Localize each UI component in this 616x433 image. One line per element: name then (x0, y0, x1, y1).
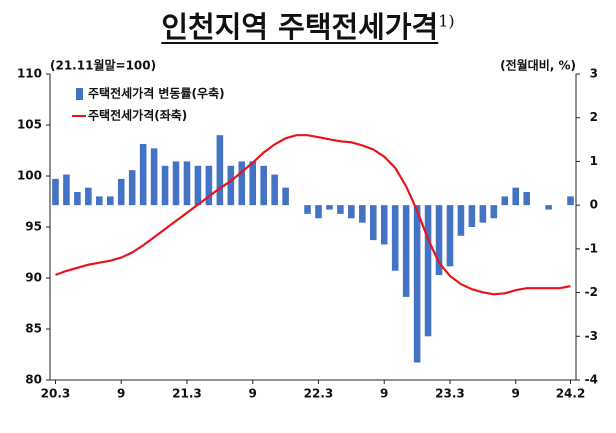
bar (315, 205, 322, 219)
bar (52, 178, 59, 206)
bar (391, 205, 399, 271)
bar (523, 192, 530, 206)
legend-label: 주택전세가격 변동률(우축) (88, 86, 225, 101)
title-block: 인천지역 주택전세가격1) (0, 4, 616, 46)
bar (424, 205, 432, 337)
bar (380, 205, 388, 245)
y-axis-label: (21.11월말=100) (50, 58, 156, 73)
bar (359, 205, 366, 223)
bar (117, 178, 125, 206)
bar (85, 187, 92, 206)
bar (479, 205, 487, 223)
x-tick-label: 24.2 (556, 387, 586, 401)
y-tick-label: 105 (17, 118, 42, 132)
bar (304, 205, 311, 214)
bar (457, 205, 465, 236)
y2-tick-label: -2 (585, 285, 598, 299)
y2-tick-label: -4 (585, 373, 598, 387)
bar (468, 205, 476, 227)
x-tick-label: 9 (117, 387, 125, 401)
x-tick-label: 9 (249, 387, 257, 401)
y-tick-label: 90 (25, 271, 42, 285)
chart-title: 인천지역 주택전세가격 (161, 10, 439, 44)
x-tick-label: 21.3 (172, 387, 202, 401)
bar (249, 161, 257, 206)
y2-tick-label: -1 (585, 241, 598, 255)
bar (106, 196, 114, 206)
bar (150, 148, 158, 206)
bar (227, 165, 235, 206)
bar (545, 205, 552, 210)
x-tick-label: 9 (512, 387, 520, 401)
bar (402, 205, 410, 297)
y2-axis-label: (전월대비, %) (500, 58, 576, 73)
y-tick-label: 95 (25, 220, 42, 234)
bar (435, 205, 443, 276)
bar (74, 192, 81, 206)
bar (260, 165, 267, 206)
bar (413, 205, 421, 363)
y2-tick-label: -3 (585, 329, 598, 343)
x-tick-label: 22.3 (304, 387, 334, 401)
bar (446, 205, 454, 267)
y-tick-label: 80 (25, 373, 42, 387)
bar (238, 161, 246, 206)
y-tick-label: 85 (25, 322, 42, 336)
bar (183, 161, 191, 206)
legend-label: 주택전세가격(좌축) (88, 108, 187, 123)
bar (282, 187, 289, 206)
bar (490, 205, 498, 219)
bar (326, 205, 333, 210)
bar (348, 205, 355, 219)
bar (63, 174, 70, 206)
x-tick-label: 23.3 (435, 387, 465, 401)
bar (337, 205, 344, 214)
bar (194, 165, 202, 206)
bar (501, 196, 509, 206)
bar (271, 174, 278, 206)
bar (205, 165, 213, 206)
y2-tick-label: 0 (590, 198, 598, 212)
y-tick-label: 110 (17, 67, 42, 81)
bar (161, 165, 169, 206)
bar (128, 170, 136, 206)
x-tick-label: 20.3 (41, 387, 71, 401)
bar (216, 135, 224, 206)
bar (512, 187, 520, 206)
line (55, 134, 571, 296)
bar (567, 196, 574, 206)
y2-tick-label: 1 (590, 154, 598, 168)
bar (172, 161, 180, 206)
bar (96, 196, 103, 206)
y2-tick-label: 3 (590, 67, 598, 81)
x-tick-label: 9 (380, 387, 388, 401)
legend-swatch (76, 88, 83, 100)
bar (369, 205, 377, 241)
bar (139, 143, 147, 206)
y2-tick-label: 2 (590, 110, 598, 124)
title-note: 1) (438, 11, 455, 31)
y-tick-label: 100 (17, 169, 42, 183)
